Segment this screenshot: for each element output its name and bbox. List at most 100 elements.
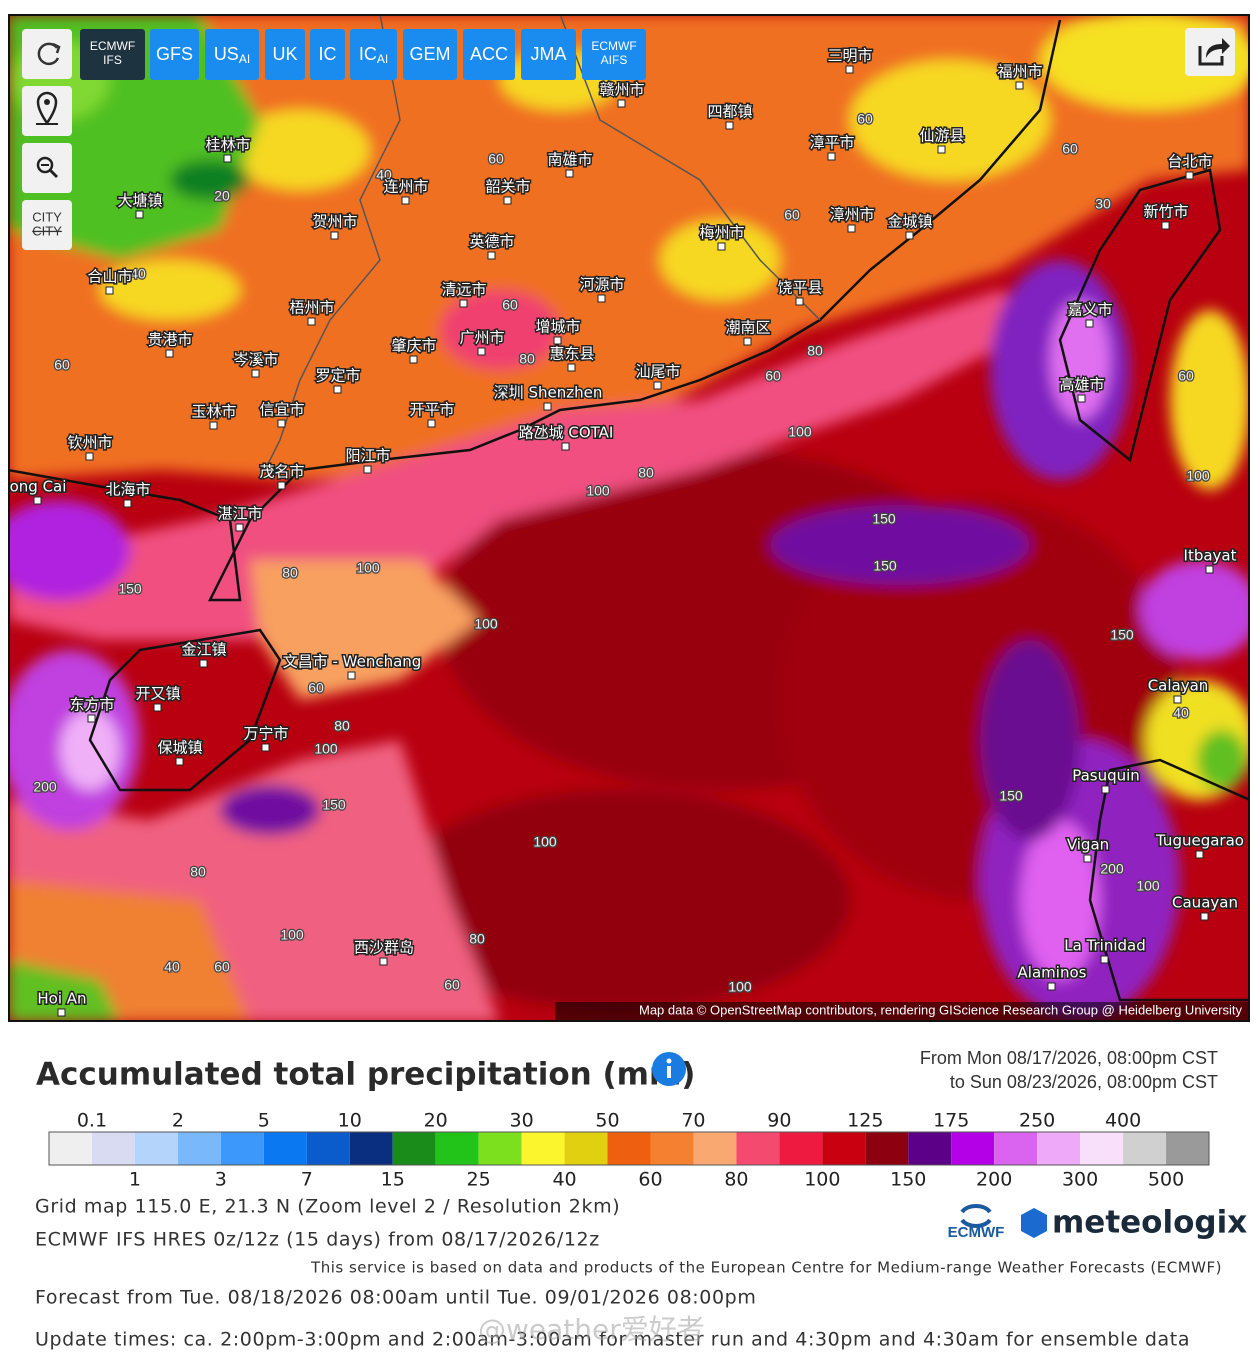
share-button[interactable] xyxy=(1185,28,1235,76)
place-marker xyxy=(363,465,372,474)
location-button[interactable] xyxy=(22,86,72,136)
button-label: ACC xyxy=(470,44,508,64)
contour-label: 80 xyxy=(519,351,535,367)
place-marker xyxy=(209,421,218,430)
button-label: IC xyxy=(319,44,337,64)
contour-label: 200 xyxy=(1100,861,1124,877)
place-label: 金江镇 xyxy=(181,641,226,659)
ecmwf-logo: ECMWF xyxy=(948,1204,1004,1241)
button-bg xyxy=(463,29,515,80)
legend-label: 10 xyxy=(338,1110,362,1132)
place-marker xyxy=(87,714,96,723)
place-label: Pasuquin xyxy=(1072,767,1140,785)
contour-label: 100 xyxy=(1136,878,1160,894)
model-button[interactable]: UK xyxy=(265,29,305,80)
place-marker xyxy=(567,363,576,372)
button-label: AIFS xyxy=(601,53,628,67)
place-label: 大塘镇 xyxy=(117,192,162,210)
info: Grid map 115.0 E, 21.3 N (Zoom level 2 /… xyxy=(35,1196,1247,1351)
place-label: 桂林市 xyxy=(205,136,250,154)
place-label: 惠东县 xyxy=(549,345,594,363)
place-marker xyxy=(487,251,496,260)
place-label: 信宜市 xyxy=(259,401,304,419)
legend-label: 7 xyxy=(301,1169,313,1191)
button-sub: AI xyxy=(239,52,250,66)
place-marker xyxy=(1205,565,1214,574)
model-info: ECMWF IFS HRES 0z/12z (15 days) from 08/… xyxy=(35,1229,600,1251)
button-label: JMA xyxy=(531,44,567,64)
legend-swatch xyxy=(435,1132,479,1165)
model-button[interactable]: GFS xyxy=(150,29,199,80)
reload-button[interactable] xyxy=(22,29,72,79)
place-label: 贺州市 xyxy=(312,213,357,231)
place-label: 钦州市 xyxy=(67,434,112,452)
legend-swatch xyxy=(521,1132,565,1165)
place-label: 四都镇 xyxy=(707,103,752,121)
place-label: 西沙群岛 xyxy=(354,939,414,957)
legend-label: 60 xyxy=(638,1169,662,1191)
place-marker xyxy=(235,523,244,532)
place-label: 湛江市 xyxy=(217,505,262,523)
contour-label: 60 xyxy=(502,297,518,313)
watermark: @weather爱好者 xyxy=(478,1313,705,1346)
contour-label: 20 xyxy=(214,188,230,204)
place-marker xyxy=(175,757,184,766)
legend-label: 300 xyxy=(1062,1169,1098,1191)
model-button[interactable]: ICAI xyxy=(350,29,397,80)
contour-label: 60 xyxy=(444,977,460,993)
precip-field xyxy=(10,16,1248,1020)
city-toggle[interactable]: CITY CITY xyxy=(22,200,72,250)
place-label: 英德市 xyxy=(469,233,514,251)
place-marker xyxy=(251,369,260,378)
button-label: GEM xyxy=(409,44,450,64)
legend-label: 70 xyxy=(681,1110,705,1132)
place-label: 合山市 xyxy=(87,268,132,286)
place-marker xyxy=(307,317,316,326)
button-label: ECMWF xyxy=(591,39,636,53)
place-label: 岑溪市 xyxy=(233,351,278,369)
contour-label: 80 xyxy=(638,465,654,481)
model-button[interactable]: USAI xyxy=(205,29,259,80)
zoom-button[interactable] xyxy=(22,143,72,193)
contour-label: 100 xyxy=(356,560,380,576)
grid-info: Grid map 115.0 E, 21.3 N (Zoom level 2 /… xyxy=(35,1196,620,1218)
place-marker xyxy=(347,671,356,680)
model-button[interactable]: JMA xyxy=(521,29,576,80)
model-button[interactable]: GEM xyxy=(403,29,457,80)
legend-swatch xyxy=(994,1132,1038,1165)
contour-label: 100 xyxy=(314,741,338,757)
model-button[interactable]: IC xyxy=(310,29,345,80)
legend-swatch xyxy=(908,1132,952,1165)
info-icon[interactable] xyxy=(652,1052,686,1086)
legend-label: 400 xyxy=(1105,1110,1141,1132)
place-marker xyxy=(1101,785,1110,794)
place-label: 玉林市 xyxy=(191,403,236,421)
model-button[interactable]: ACC xyxy=(463,29,515,80)
contour-label: 60 xyxy=(308,680,324,696)
contour-label: 150 xyxy=(118,581,142,597)
legend-swatch xyxy=(1123,1132,1167,1165)
contour-label: 40 xyxy=(164,959,180,975)
contour-label: 150 xyxy=(873,558,897,574)
place-label: 开平市 xyxy=(409,401,454,419)
contour-label: 100 xyxy=(586,483,610,499)
place-label: 连州市 xyxy=(383,178,428,196)
legend-swatch xyxy=(1166,1132,1209,1165)
place-marker xyxy=(717,242,726,251)
place-label: 漳平市 xyxy=(809,134,854,152)
place-marker xyxy=(553,336,562,345)
place-label: 漳州市 xyxy=(829,206,874,224)
button-bg xyxy=(150,29,199,80)
contour-label: 100 xyxy=(1186,468,1210,484)
button-text: US xyxy=(214,44,239,64)
contour-label: 100 xyxy=(280,927,304,943)
place-marker xyxy=(653,381,662,390)
place-marker xyxy=(1015,81,1024,90)
button-bg xyxy=(350,29,397,80)
legend-label: 1 xyxy=(129,1169,141,1191)
contour-label: 60 xyxy=(54,357,70,373)
